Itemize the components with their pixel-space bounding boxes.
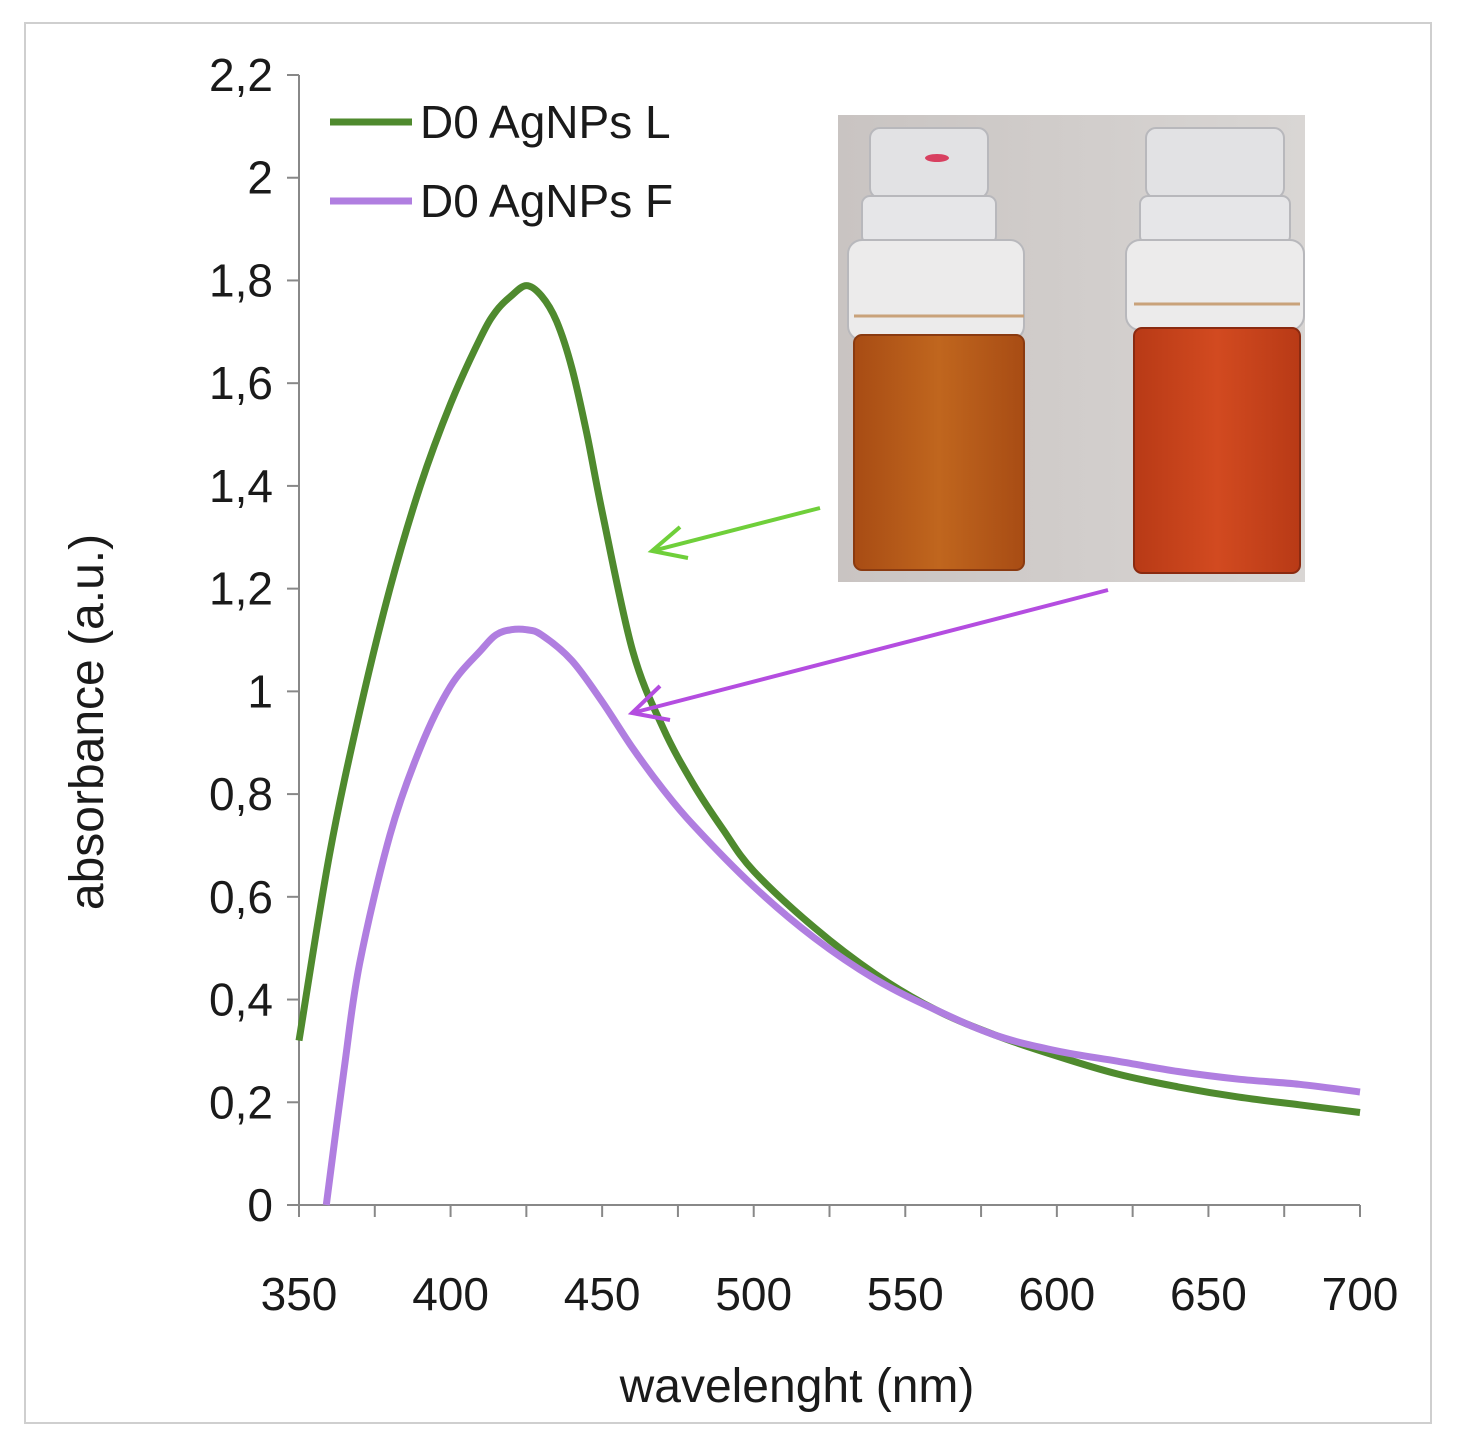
- y-tick-label: 0,6: [209, 871, 273, 923]
- vial-right: [1125, 127, 1305, 574]
- legend-label-f: D0 AgNPs F: [420, 175, 673, 227]
- y-tick-label: 0: [247, 1179, 273, 1231]
- x-axis-title: wavelenght (nm): [619, 1360, 975, 1413]
- x-tick-label: 550: [867, 1268, 944, 1320]
- y-tick-label: 1,4: [209, 460, 273, 512]
- y-axis-title: absorbance (a.u.): [61, 534, 114, 910]
- inset-photo: [838, 115, 1305, 582]
- y-tick-label: 2,2: [209, 49, 273, 101]
- x-tick-label: 650: [1170, 1268, 1247, 1320]
- legend-label-l: D0 AgNPs L: [420, 96, 671, 148]
- series-line-f: [322, 625, 1361, 1206]
- vial-left: [847, 127, 1025, 571]
- y-tick-label: 1,6: [209, 357, 273, 409]
- x-tick-label: 450: [564, 1268, 641, 1320]
- arrow-green: [647, 506, 821, 560]
- y-tick-label: 1: [247, 665, 273, 717]
- x-tick-label: 600: [1018, 1268, 1095, 1320]
- y-tick-label: 2: [247, 152, 273, 204]
- arrow-purple: [627, 588, 1109, 722]
- x-tick-label: 350: [261, 1268, 338, 1320]
- x-tick-label: 500: [715, 1268, 792, 1320]
- y-tick-label: 0,2: [209, 1076, 273, 1128]
- y-tick-label: 1,8: [209, 254, 273, 306]
- y-tick-label: 0,8: [209, 768, 273, 820]
- legend: D0 AgNPs L D0 AgNPs F: [330, 96, 673, 227]
- x-tick-label: 400: [412, 1268, 489, 1320]
- x-tick-label: 700: [1322, 1268, 1399, 1320]
- y-tick-label: 0,4: [209, 974, 273, 1026]
- y-tick-label: 1,2: [209, 563, 273, 615]
